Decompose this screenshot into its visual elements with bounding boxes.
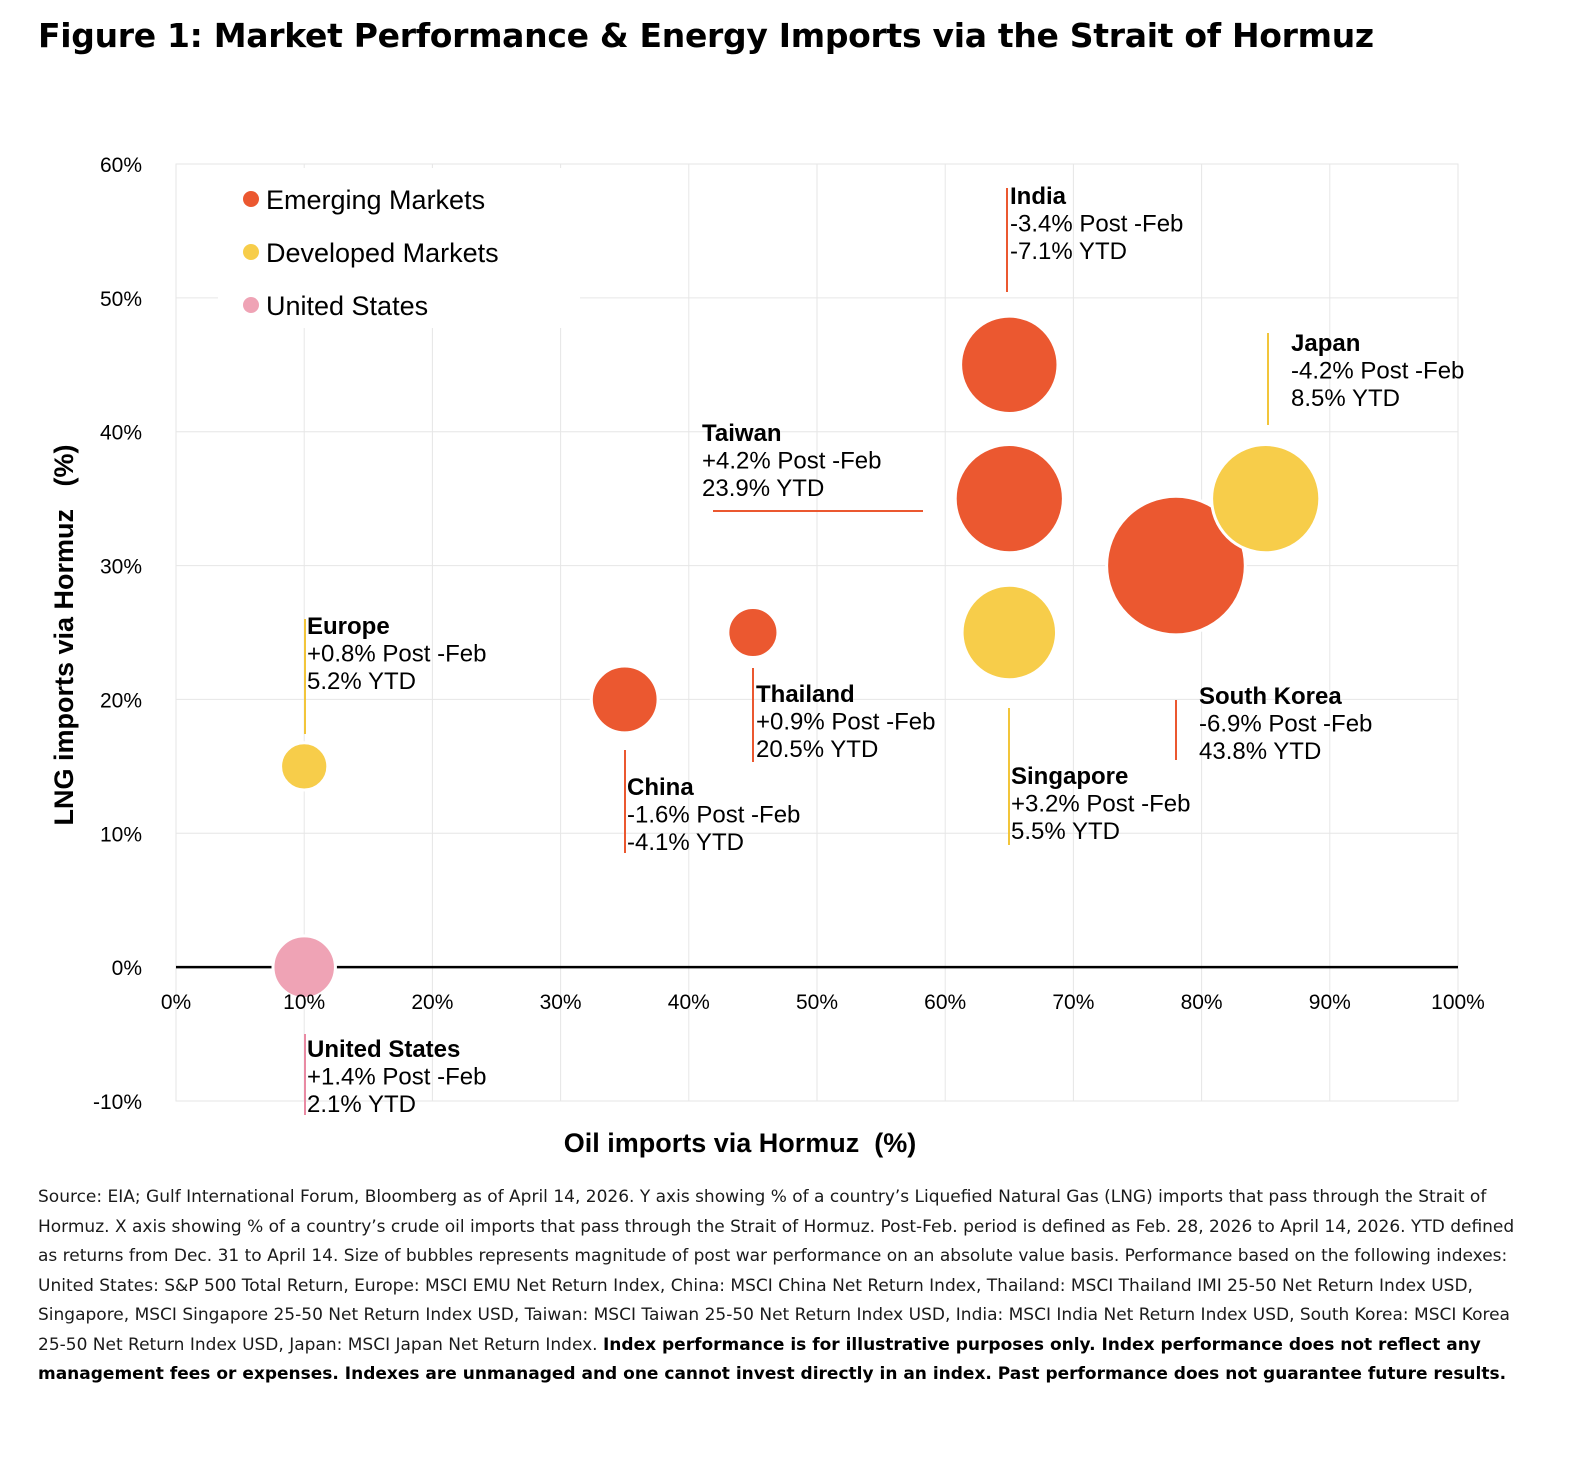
label-post-feb: -3.4% Post -Feb <box>1010 211 1183 238</box>
label-name: United States <box>307 1036 460 1063</box>
legend-background <box>218 168 580 328</box>
leader-lines <box>304 188 1269 1115</box>
label-ytd: -4.1% YTD <box>627 829 744 856</box>
bubble-united-states <box>271 934 337 1000</box>
footnote-disclaimer: Index performance is for illustrative pu… <box>38 1334 1507 1385</box>
bubble-india <box>959 314 1060 415</box>
label-ytd: 5.2% YTD <box>307 668 416 695</box>
legend-label: United States <box>266 291 428 321</box>
y-axis-ticks: -10% 0% 10% 20% 30% 40% 50% 60% <box>93 154 142 1114</box>
footnote: Source: EIA; Gulf International Forum, B… <box>38 1183 1538 1390</box>
label-name: Singapore <box>1011 763 1128 790</box>
bubble-thailand <box>726 605 780 660</box>
label-post-feb: -4.2% Post -Feb <box>1291 358 1464 385</box>
label-post-feb: -6.9% Post -Feb <box>1199 711 1372 738</box>
label-name: India <box>1010 183 1067 210</box>
label-name: Japan <box>1291 330 1360 357</box>
bubble-south-korea <box>1105 494 1247 637</box>
bubble-china <box>589 664 660 735</box>
x-tick-label: 30% <box>540 991 582 1014</box>
legend: Emerging Markets Developed Markets United … <box>218 168 580 328</box>
x-tick-label: 20% <box>411 991 453 1014</box>
bubble-japan <box>1210 443 1322 555</box>
x-axis-ticks: 0% 10% 20% 30% 40% 50% 60% 70% 80% 90% 100% <box>161 991 1485 1014</box>
legend-marker <box>243 297 259 313</box>
label-ytd: 20.5% YTD <box>756 736 878 763</box>
x-tick-label: 80% <box>1181 991 1223 1014</box>
label-post-feb: +0.8% Post -Feb <box>307 641 486 668</box>
label-name: Taiwan <box>702 420 782 447</box>
x-tick-label: 100% <box>1431 991 1485 1014</box>
y-tick-label: 50% <box>100 288 142 311</box>
label-ytd: -7.1% YTD <box>1010 238 1127 265</box>
label-post-feb: +3.2% Post -Feb <box>1011 791 1190 818</box>
label-ytd: 23.9% YTD <box>702 475 824 502</box>
label-post-feb: +4.2% Post -Feb <box>702 448 881 475</box>
label-ytd: 5.5% YTD <box>1011 818 1120 845</box>
bubble-taiwan <box>953 443 1065 555</box>
x-axis-label: Oil imports via Hormuz (%) <box>564 1128 917 1158</box>
bubble-europe <box>279 741 330 792</box>
x-tick-label: 90% <box>1309 991 1351 1014</box>
bubbles <box>271 314 1322 1000</box>
y-tick-label: 0% <box>112 957 142 980</box>
label-post-feb: -1.6% Post -Feb <box>627 802 800 829</box>
data-label-india: India-3.4% Post -Feb-7.1% YTD <box>1010 183 1183 265</box>
y-tick-label: 20% <box>100 689 142 712</box>
label-ytd: 8.5% YTD <box>1291 385 1400 412</box>
y-tick-label: 30% <box>100 556 142 579</box>
data-label-china: China-1.6% Post -Feb-4.1% YTD <box>627 774 800 856</box>
x-tick-label: 70% <box>1052 991 1094 1014</box>
figure-title: Figure 1: Market Performance & Energy Im… <box>38 16 1374 55</box>
legend-label: Emerging Markets <box>266 185 485 215</box>
y-tick-label: 40% <box>100 422 142 445</box>
footnote-text: Source: EIA; Gulf International Forum, B… <box>38 1187 1515 1355</box>
label-ytd: 2.1% YTD <box>307 1091 416 1118</box>
legend-marker <box>243 244 259 260</box>
y-tick-label: 60% <box>100 154 142 177</box>
x-tick-label: 50% <box>796 991 838 1014</box>
y-tick-label: 10% <box>100 823 142 846</box>
x-tick-label: 60% <box>924 991 966 1014</box>
label-name: Europe <box>307 613 390 640</box>
label-name: China <box>627 774 694 801</box>
label-post-feb: +0.9% Post -Feb <box>756 709 935 736</box>
x-tick-label: 40% <box>668 991 710 1014</box>
label-name: Thailand <box>756 681 855 708</box>
x-tick-label: 0% <box>161 991 191 1014</box>
label-name: South Korea <box>1199 683 1342 710</box>
bubble-singapore <box>960 583 1059 682</box>
label-post-feb: +1.4% Post -Feb <box>307 1064 486 1091</box>
legend-label: Developed Markets <box>266 238 499 268</box>
x-tick-label: 10% <box>283 991 325 1014</box>
y-tick-label: -10% <box>93 1091 142 1114</box>
label-ytd: 43.8% YTD <box>1199 738 1321 765</box>
y-axis-label: LNG imports via Hormuz (%) <box>49 444 79 825</box>
legend-marker <box>243 191 259 207</box>
